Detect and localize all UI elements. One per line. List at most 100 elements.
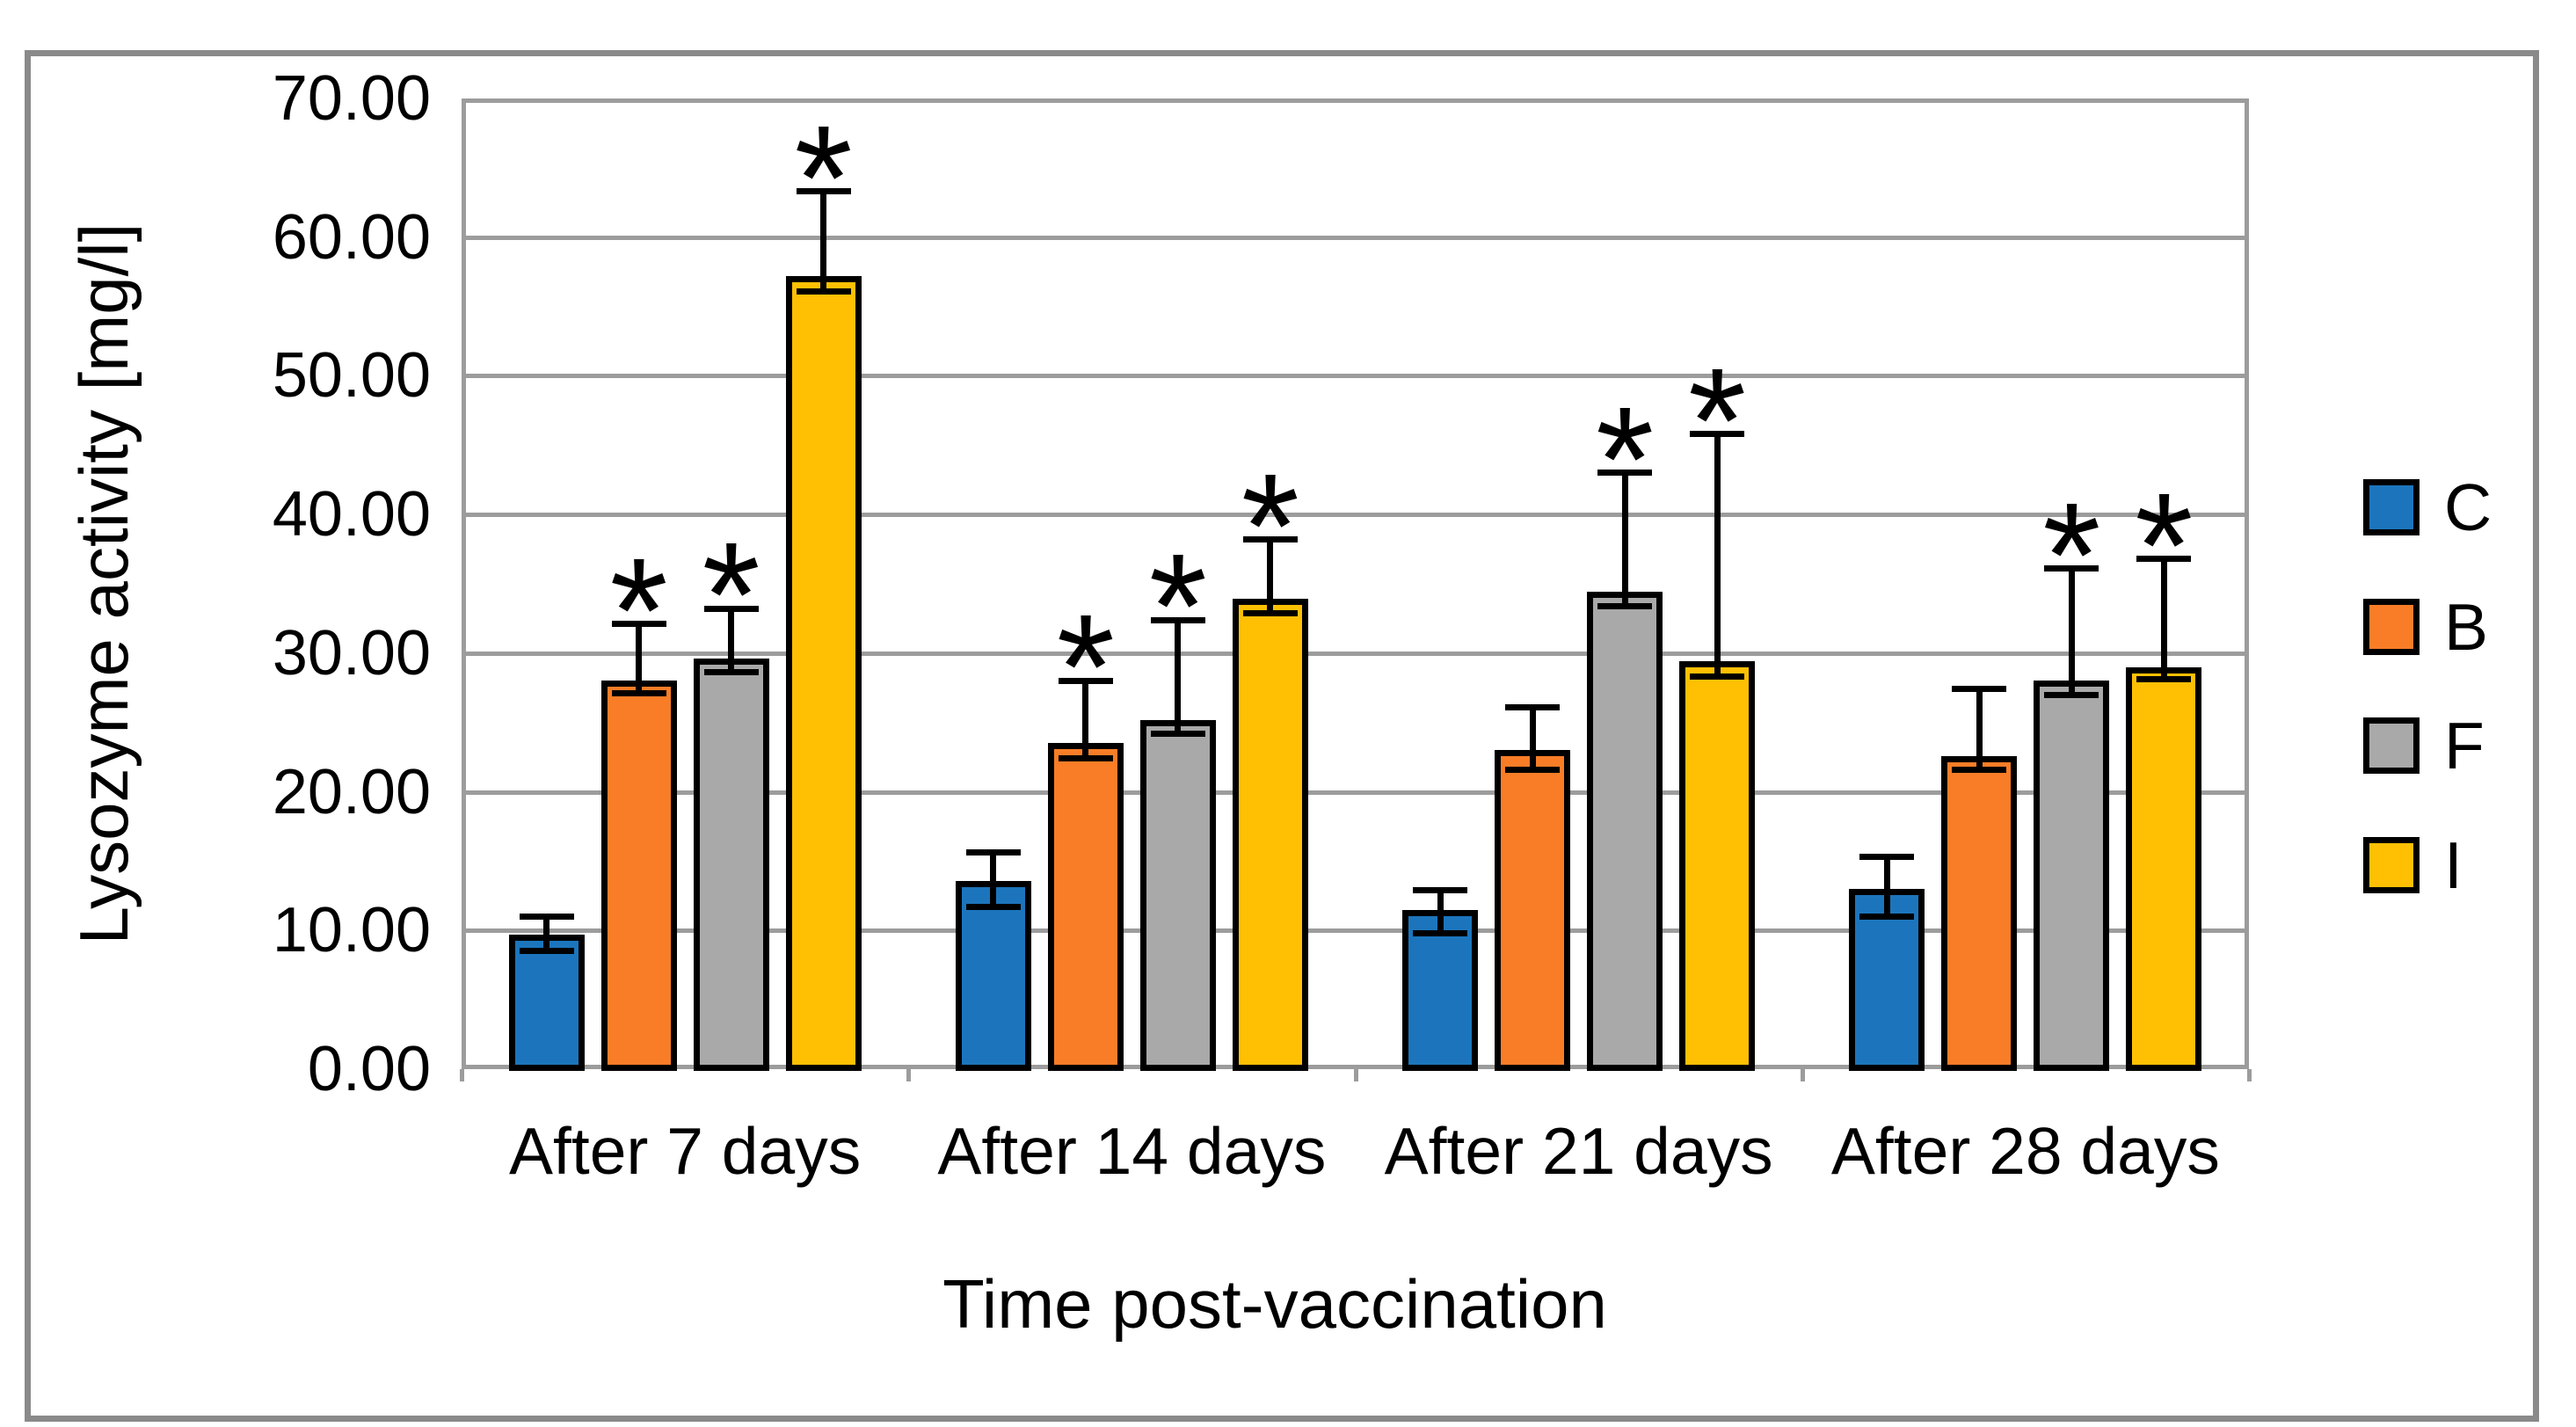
legend-item-C: C xyxy=(2363,472,2492,542)
gridline xyxy=(462,790,2249,795)
error-bar-cap-top xyxy=(1413,887,1468,894)
x-axis-tick xyxy=(1800,1069,1805,1081)
error-bar-cap-bottom xyxy=(2044,691,2099,698)
error-bar-cap-bottom xyxy=(1859,914,1915,920)
error-bar-cap-bottom xyxy=(1413,929,1468,936)
legend-item-I: I xyxy=(2363,830,2463,900)
error-bar-cap-bottom xyxy=(1690,673,1745,681)
error-bar-cap-top xyxy=(965,849,1021,856)
bar-F-after-21-days xyxy=(1587,592,1663,1071)
error-bar-cap-top xyxy=(2136,556,2192,563)
significance-asterisk: * xyxy=(1596,375,1655,543)
legend-swatch-F xyxy=(2363,717,2420,774)
y-tick-label: 30.00 xyxy=(272,617,431,688)
significance-asterisk: * xyxy=(2135,462,2194,630)
error-bar-line xyxy=(1621,472,1628,607)
gridline xyxy=(462,235,2249,240)
x-axis-tick xyxy=(906,1069,912,1081)
error-bar-cap-top xyxy=(796,188,851,195)
error-bar-cap-bottom xyxy=(2136,676,2192,683)
error-bar-line xyxy=(636,623,643,694)
error-bar-cap-bottom xyxy=(1058,755,1113,762)
y-tick-label: 70.00 xyxy=(272,63,431,134)
y-tick-label: 0.00 xyxy=(307,1034,431,1104)
error-bar-line xyxy=(1437,890,1444,934)
bar-I-after-28-days xyxy=(2126,666,2202,1071)
legend-swatch-I xyxy=(2363,837,2420,893)
legend-item-B: B xyxy=(2363,592,2488,662)
bar-B-after-21-days xyxy=(1495,750,1571,1071)
y-tick-label: 10.00 xyxy=(272,895,431,966)
significance-asterisk: * xyxy=(1241,442,1299,610)
error-bar-cap-top xyxy=(703,605,759,612)
error-bar-cap-top xyxy=(1505,703,1561,710)
error-bar-line xyxy=(1529,707,1536,770)
y-tick-label: 20.00 xyxy=(272,756,431,827)
error-bar-cap-bottom xyxy=(796,288,851,295)
x-axis-tick xyxy=(2247,1069,2252,1081)
error-bar-cap-bottom xyxy=(1242,609,1298,616)
gridline xyxy=(462,928,2249,934)
legend-label-I: I xyxy=(2444,828,2463,902)
error-bar-line xyxy=(1175,620,1182,734)
error-bar-cap-top xyxy=(2044,565,2099,572)
x-axis-title: Time post-vaccination xyxy=(942,1265,1607,1343)
x-category-label: After 21 days xyxy=(1384,1114,1773,1188)
gridline xyxy=(462,513,2249,518)
bar-C-after-21-days xyxy=(1402,909,1479,1071)
x-category-label: After 7 days xyxy=(509,1114,862,1188)
bar-B-after-7-days xyxy=(600,681,677,1071)
figure-frame xyxy=(25,50,2539,1422)
error-bar-line xyxy=(1714,433,1721,677)
significance-asterisk: * xyxy=(794,94,853,262)
error-bar-line xyxy=(820,191,827,292)
error-bar-cap-top xyxy=(611,621,666,628)
y-tick-label: 60.00 xyxy=(272,201,431,273)
error-bar-cap-top xyxy=(1952,686,2007,693)
legend-label-B: B xyxy=(2444,590,2489,664)
legend-swatch-C xyxy=(2363,479,2420,535)
significance-asterisk: * xyxy=(1688,337,1747,505)
x-category-label: After 28 days xyxy=(1830,1114,2220,1188)
error-bar-cap-top xyxy=(1690,431,1745,438)
error-bar-cap-top xyxy=(1597,470,1653,477)
error-bar-cap-top xyxy=(1242,536,1298,543)
significance-asterisk: * xyxy=(1056,584,1115,752)
error-bar-line xyxy=(1082,681,1089,759)
error-bar-line xyxy=(1883,856,1890,917)
bar-B-after-14-days xyxy=(1047,743,1124,1071)
y-tick-label: 50.00 xyxy=(272,340,431,411)
x-axis-tick xyxy=(1353,1069,1358,1081)
significance-asterisk: * xyxy=(702,512,760,680)
bar-B-after-28-days xyxy=(1941,755,2018,1071)
gridline xyxy=(462,651,2249,656)
error-bar-cap-top xyxy=(1859,854,1915,861)
error-bar-cap-top xyxy=(519,914,574,920)
significance-asterisk: * xyxy=(2042,471,2101,639)
legend-swatch-B xyxy=(2363,599,2420,655)
bar-C-after-7-days xyxy=(508,935,585,1071)
gridline xyxy=(462,374,2249,379)
error-bar-cap-bottom xyxy=(703,669,759,676)
y-axis-title: Lysozyme activity [mg/l] xyxy=(65,222,142,945)
bar-I-after-21-days xyxy=(1679,661,1756,1071)
bar-F-after-7-days xyxy=(693,659,769,1071)
error-bar-cap-bottom xyxy=(611,690,666,697)
bar-F-after-14-days xyxy=(1139,719,1216,1071)
x-axis-tick xyxy=(460,1069,464,1081)
significance-asterisk: * xyxy=(609,527,668,695)
y-tick-label: 40.00 xyxy=(272,479,431,550)
error-bar-line xyxy=(543,916,550,951)
error-bar-line xyxy=(1267,539,1274,614)
bar-I-after-14-days xyxy=(1232,599,1308,1071)
bar-F-after-28-days xyxy=(2034,681,2110,1071)
legend-label-C: C xyxy=(2444,470,2492,544)
error-bar-line xyxy=(990,852,997,907)
error-bar-line xyxy=(2068,568,2075,695)
x-category-label: After 14 days xyxy=(937,1114,1327,1188)
legend-label-F: F xyxy=(2444,709,2485,783)
error-bar-cap-bottom xyxy=(1597,602,1653,609)
error-bar-line xyxy=(1976,688,1983,770)
error-bar-line xyxy=(728,608,735,673)
